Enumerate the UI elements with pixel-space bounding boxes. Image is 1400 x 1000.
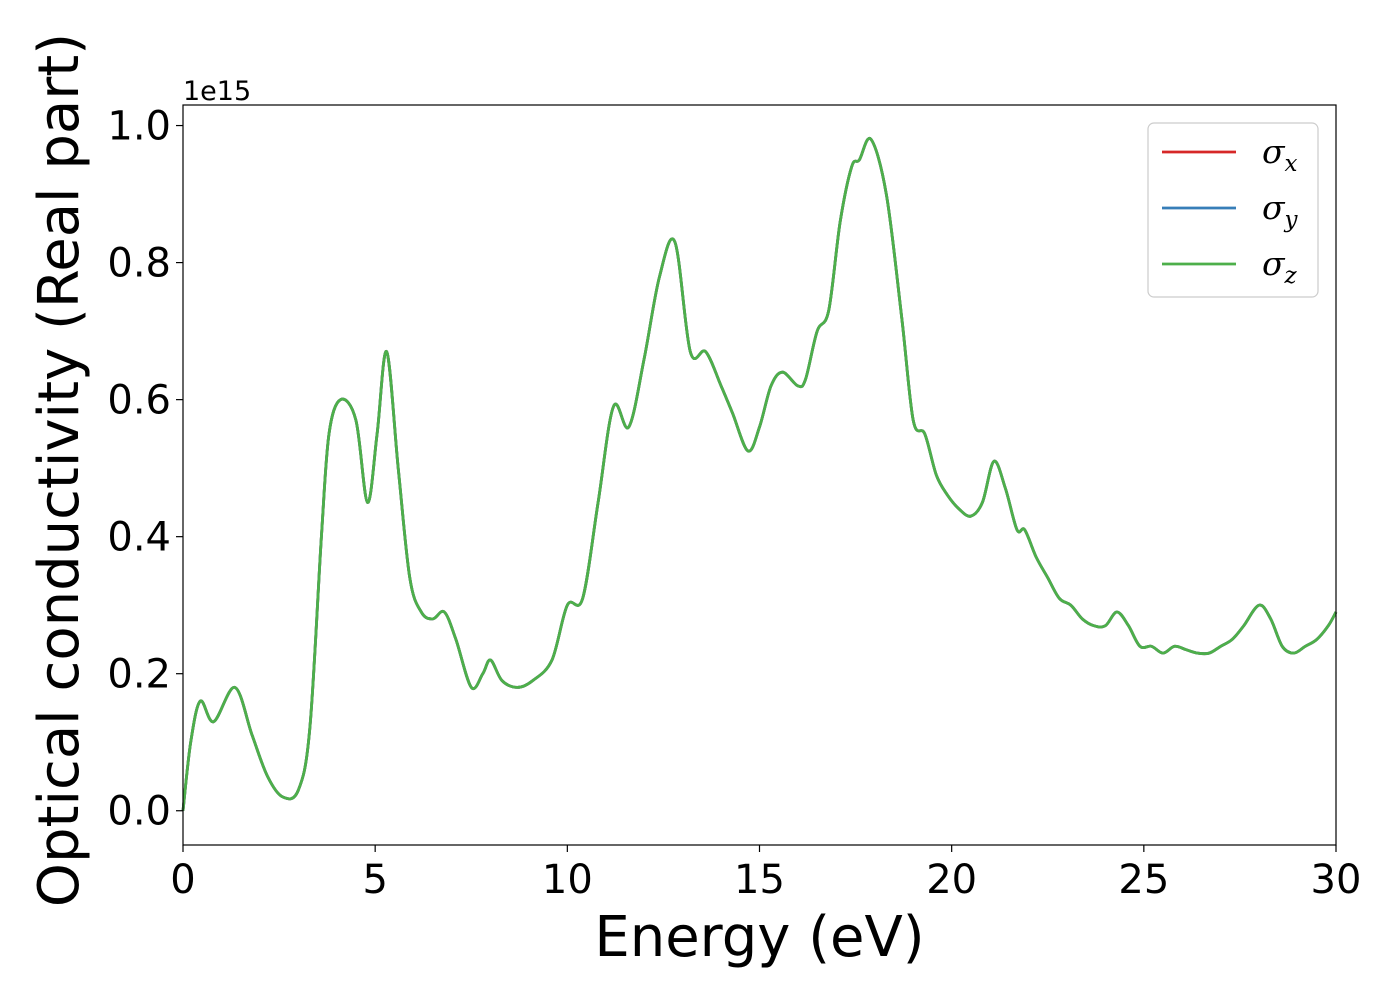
- x-tick-label: 0: [170, 857, 195, 903]
- y-axis-offset-text: 1e15: [183, 76, 251, 107]
- y-axis-ticks: 0.0 0.2 0.4 0.6 0.8 1.0: [107, 104, 183, 835]
- x-tick-label: 15: [734, 857, 785, 903]
- y-tick-label: 0.8: [107, 241, 171, 287]
- y-tick-label: 1.0: [107, 104, 171, 150]
- legend-box: [1147, 122, 1319, 298]
- x-tick-label: 25: [1118, 857, 1169, 903]
- y-tick-label: 0.0: [107, 789, 171, 835]
- x-tick-label: 30: [1311, 857, 1362, 903]
- x-tick-label: 10: [542, 857, 593, 903]
- x-axis-label: Energy (eV): [594, 905, 924, 970]
- x-tick-label: 20: [926, 857, 977, 903]
- y-tick-label: 0.2: [107, 652, 171, 698]
- x-tick-label: 5: [362, 857, 387, 903]
- y-axis-label: Optical conductivity (Real part): [27, 33, 92, 907]
- series-lines: [181, 136, 1338, 811]
- y-tick-label: 0.4: [107, 515, 171, 561]
- y-tick-label: 0.6: [107, 378, 171, 424]
- x-axis-ticks: 0 5 10 15 20 25 30: [170, 845, 1361, 903]
- series-line-sigma-z: [181, 136, 1338, 811]
